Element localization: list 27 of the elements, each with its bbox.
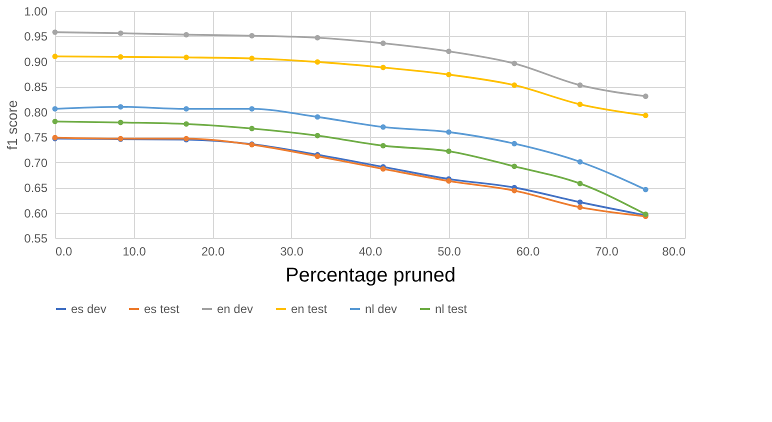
legend-label: en test [291, 302, 328, 316]
legend-label: en dev [217, 302, 254, 316]
legend-label: es dev [71, 302, 106, 316]
y-tick-label: 0.75 [24, 130, 48, 145]
legend-label: nl test [435, 302, 468, 316]
legend-label: es test [144, 302, 180, 316]
x-tick-label: 10.0 [122, 244, 146, 258]
x-tick-label: 30.0 [280, 244, 304, 258]
x-tick-label: 40.0 [358, 244, 382, 258]
y-tick-label: 0.55 [24, 232, 48, 246]
y-axis-title: f1 score [4, 100, 20, 150]
y-tick-label: 0.70 [24, 156, 48, 170]
y-tick-label: 0.85 [24, 80, 48, 94]
legend-label: nl dev [365, 302, 398, 316]
y-tick-label: 0.60 [24, 206, 48, 220]
x-tick-label: 0.0 [56, 244, 73, 258]
x-tick-label: 50.0 [438, 244, 462, 258]
x-tick-label: 20.0 [201, 244, 225, 258]
y-tick-label: 0.80 [24, 105, 48, 120]
y-tick-label: 0.90 [24, 54, 48, 69]
x-tick-label: 80.0 [662, 244, 686, 258]
y-tick-label: 0.65 [24, 181, 48, 196]
x-tick-label: 60.0 [516, 244, 540, 258]
x-axis-title: Percentage pruned [285, 264, 456, 286]
y-tick-label: 1.00 [24, 4, 48, 18]
y-tick-label: 0.95 [24, 30, 48, 44]
x-tick-label: 70.0 [595, 244, 619, 258]
